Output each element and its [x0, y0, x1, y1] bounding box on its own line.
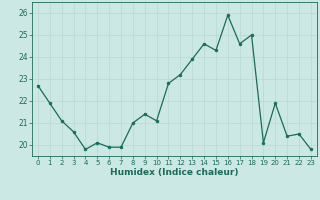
X-axis label: Humidex (Indice chaleur): Humidex (Indice chaleur): [110, 168, 239, 177]
